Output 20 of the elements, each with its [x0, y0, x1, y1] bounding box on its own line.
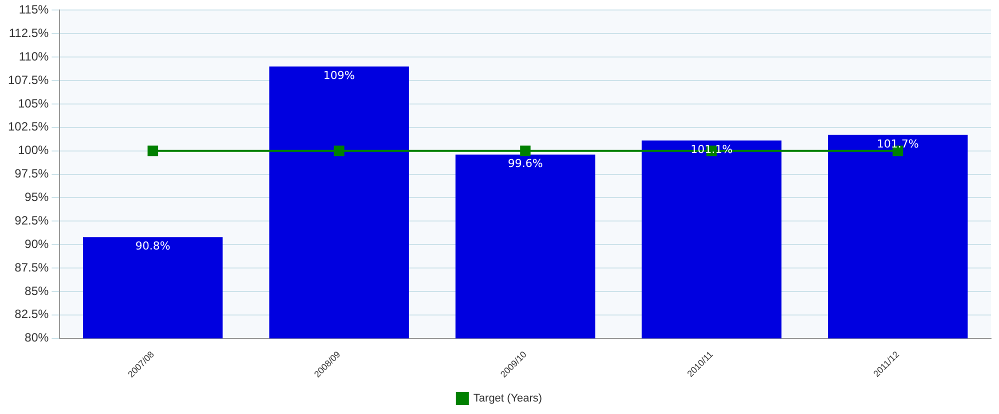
- y-tick-label: 102.5%: [8, 120, 50, 134]
- y-tick-label: 82.5%: [14, 307, 50, 322]
- y-tick-label: 80%: [24, 330, 50, 345]
- y-tick-label: 85%: [24, 284, 50, 298]
- y-tick-label: 110%: [18, 49, 50, 64]
- y-tick-label: 112.5%: [8, 26, 50, 40]
- y-tick-label: 95%: [24, 190, 50, 204]
- y-tick-label: 105%: [18, 96, 50, 110]
- data-label: 99.6%: [508, 156, 543, 170]
- y-tick-label: 87.5%: [14, 260, 50, 274]
- y-tick-label: 92.5%: [14, 213, 50, 228]
- y-tick-label: 97.5%: [14, 166, 50, 181]
- y-tick-label: 100%: [18, 143, 50, 158]
- y-tick-label: 107.5%: [8, 72, 50, 87]
- y-tick-label: 90%: [24, 236, 50, 251]
- legend-label: Target (Years): [473, 392, 542, 405]
- data-label: 101.7%: [876, 137, 919, 150]
- y-tick-label: 115%: [18, 2, 50, 17]
- data-label: 109%: [323, 68, 355, 82]
- data-label: 90.8%: [135, 239, 170, 252]
